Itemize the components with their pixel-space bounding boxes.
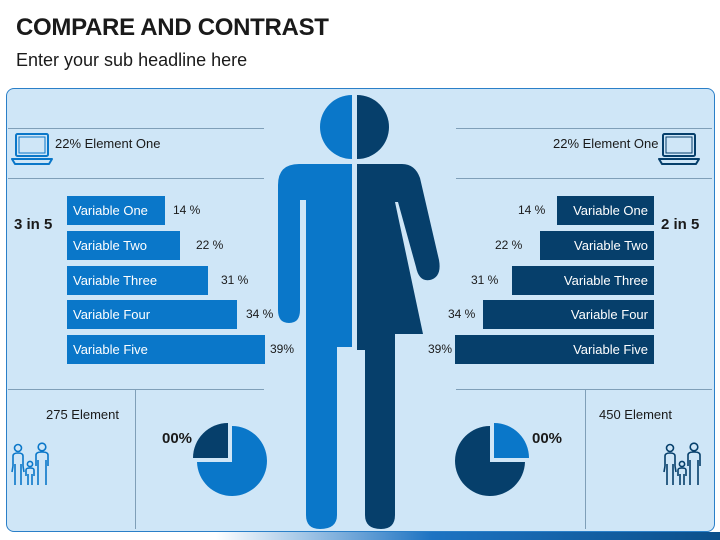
divider-mid-right — [456, 178, 712, 179]
left-bar-variable-five: Variable Five — [67, 335, 265, 364]
left-pct-variable-three: 31 % — [221, 273, 249, 287]
right-bar-variable-four: Variable Four — [483, 300, 654, 329]
left-count-label: 275 Element — [46, 407, 119, 422]
right-pct-variable-three: 31 % — [471, 273, 499, 287]
divider-vertical-left — [135, 389, 136, 529]
female-half-figure — [357, 95, 440, 529]
right-pie-percent: 00% — [532, 430, 563, 447]
page-subtitle: Enter your sub headline here — [16, 50, 248, 70]
right-count-label: 450 Element — [599, 407, 672, 422]
left-pct-variable-one: 14 % — [173, 203, 201, 217]
right-pct-variable-two: 22 % — [495, 238, 523, 252]
left-pct-variable-four: 34 % — [246, 307, 274, 321]
right-ratio: 2 in 5 — [661, 216, 700, 233]
pie-chart-icon — [455, 423, 529, 496]
left-pie-percent: 00% — [162, 430, 193, 447]
left-pct-variable-two: 22 % — [196, 238, 224, 252]
divider-vertical-right — [585, 389, 586, 529]
divider-top-left — [8, 128, 264, 129]
page-title: COMPARE AND CONTRAST — [16, 14, 329, 41]
right-bar-variable-three: Variable Three — [512, 266, 654, 295]
right-bar-variable-five: Variable Five — [455, 335, 654, 364]
right-pct-variable-four: 34 % — [448, 307, 476, 321]
male-half-figure — [278, 95, 352, 529]
laptop-icon — [11, 133, 53, 165]
left-bar-variable-three: Variable Three — [67, 266, 208, 295]
right-bar-variable-two: Variable Two — [540, 231, 654, 260]
family-icon — [663, 442, 701, 485]
divider-top-right — [456, 128, 712, 129]
family-icon — [11, 442, 49, 485]
right-bar-variable-one: Variable One — [557, 196, 654, 225]
right-pct-variable-one: 14 % — [518, 203, 546, 217]
laptop-icon — [658, 133, 700, 165]
left-element-label: 22% Element One — [55, 136, 161, 151]
divider-bottom-right — [456, 389, 712, 390]
left-bar-variable-two: Variable Two — [67, 231, 180, 260]
left-bar-variable-one: Variable One — [67, 196, 165, 225]
right-pct-variable-five: 39% — [428, 342, 453, 356]
left-bar-variable-four: Variable Four — [67, 300, 237, 329]
divider-mid-left — [8, 178, 264, 179]
pie-chart-icon — [193, 423, 267, 496]
divider-bottom-left — [8, 389, 264, 390]
male-female-split-icon — [278, 95, 440, 529]
left-ratio: 3 in 5 — [14, 216, 53, 233]
footer-accent-bar — [0, 532, 720, 540]
left-pct-variable-five: 39% — [270, 342, 295, 356]
right-element-label: 22% Element One — [553, 136, 659, 151]
